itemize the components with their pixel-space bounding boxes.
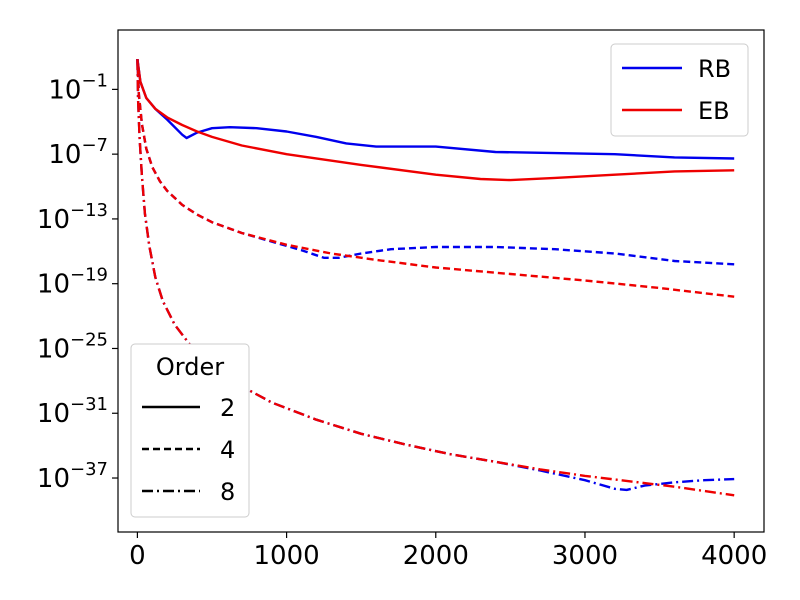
y-tick-label: 10−1 — [48, 70, 108, 105]
legend-label-order-8: 8 — [220, 478, 235, 506]
legend-label-order-4: 4 — [220, 436, 235, 464]
y-tick-label: 10−13 — [37, 200, 108, 235]
x-tick-label: 2000 — [403, 541, 469, 571]
legend-label-order-2: 2 — [220, 394, 235, 422]
legend-order-box — [130, 343, 250, 518]
legend-order-title: Order — [156, 353, 224, 381]
legend-method: RB EB — [610, 43, 749, 137]
series-lines — [136, 58, 735, 497]
y-axis: 10−1 10−7 10−13 10−19 10−25 10−31 10−37 — [37, 70, 118, 494]
y-tick-label: 10−7 — [48, 135, 108, 170]
y-tick-label: 10−37 — [37, 459, 108, 494]
y-tick-label: 10−31 — [37, 394, 108, 429]
legend-order: Order 2 4 8 — [130, 343, 250, 518]
y-tick-label: 10−25 — [37, 329, 108, 364]
plot-frame — [117, 29, 765, 533]
x-tick-label: 1000 — [254, 541, 320, 571]
series-line-eb-order-2 — [136, 58, 735, 182]
x-tick-label: 3000 — [552, 541, 618, 571]
series-line-eb-order-4 — [136, 59, 735, 298]
x-tick-label: 0 — [129, 541, 146, 571]
legend-label-rb: RB — [698, 55, 731, 83]
legend-label-eb: EB — [698, 97, 730, 125]
y-tick-label: 10−19 — [37, 265, 108, 300]
x-tick-label: 4000 — [701, 541, 767, 571]
x-axis: 0 1000 2000 3000 4000 — [129, 532, 767, 571]
